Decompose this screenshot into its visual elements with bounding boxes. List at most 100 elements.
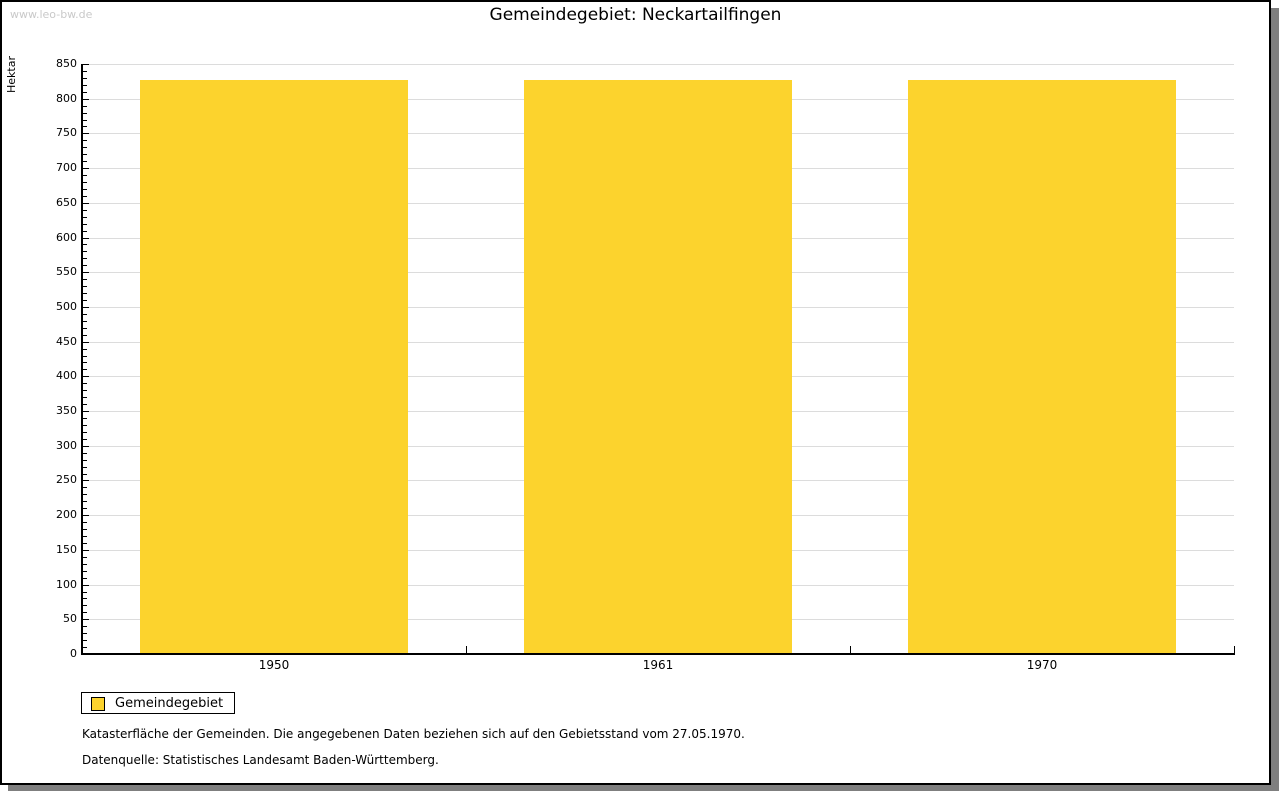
bar	[140, 80, 408, 654]
y-minor-tick	[83, 126, 87, 127]
y-minor-tick	[83, 598, 87, 599]
y-major-tick	[83, 480, 89, 481]
y-minor-tick	[83, 231, 87, 232]
y-major-tick	[83, 133, 89, 134]
y-gridline	[83, 64, 1234, 65]
y-minor-tick	[83, 300, 87, 301]
y-tick-label: 600	[56, 231, 77, 244]
y-tick-label: 750	[56, 126, 77, 139]
legend: Gemeindegebiet	[81, 692, 235, 714]
y-tick-label: 550	[56, 265, 77, 278]
footer-note-data-source: Datenquelle: Statistisches Landesamt Bad…	[82, 753, 439, 767]
x-tick-label: 1950	[258, 658, 290, 672]
x-boundary-tick	[1234, 646, 1235, 654]
y-minor-tick	[83, 647, 87, 648]
y-minor-tick	[83, 487, 87, 488]
y-minor-tick	[83, 564, 87, 565]
y-minor-tick	[83, 251, 87, 252]
y-minor-tick	[83, 293, 87, 294]
y-tick-label: 450	[56, 335, 77, 348]
y-minor-tick	[83, 113, 87, 114]
y-minor-tick	[83, 501, 87, 502]
y-tick-label: 700	[56, 161, 77, 174]
y-minor-tick	[83, 335, 87, 336]
y-major-tick	[83, 168, 89, 169]
y-minor-tick	[83, 592, 87, 593]
y-minor-tick	[83, 161, 87, 162]
y-minor-tick	[83, 189, 87, 190]
y-tick-label: 50	[63, 612, 77, 625]
y-tick-label: 200	[56, 508, 77, 521]
y-tick-label: 150	[56, 543, 77, 556]
y-major-tick	[83, 619, 89, 620]
x-tick-label: 1961	[642, 658, 674, 672]
y-minor-tick	[83, 356, 87, 357]
y-minor-tick	[83, 175, 87, 176]
x-axis-line	[81, 653, 1235, 655]
y-minor-tick	[83, 258, 87, 259]
y-minor-tick	[83, 85, 87, 86]
y-axis-title: Hektar	[5, 56, 18, 93]
y-minor-tick	[83, 210, 87, 211]
y-tick-label: 0	[70, 647, 77, 660]
y-minor-tick	[83, 522, 87, 523]
y-minor-tick	[83, 543, 87, 544]
y-minor-tick	[83, 217, 87, 218]
y-minor-tick	[83, 92, 87, 93]
y-minor-tick	[83, 369, 87, 370]
bar	[908, 80, 1176, 654]
y-minor-tick	[83, 362, 87, 363]
y-minor-tick	[83, 321, 87, 322]
y-tick-label: 300	[56, 439, 77, 452]
y-minor-tick	[83, 265, 87, 266]
y-major-tick	[83, 654, 89, 655]
y-minor-tick	[83, 626, 87, 627]
y-tick-label: 400	[56, 369, 77, 382]
y-major-tick	[83, 411, 89, 412]
y-minor-tick	[83, 578, 87, 579]
y-minor-tick	[83, 78, 87, 79]
y-major-tick	[83, 307, 89, 308]
y-minor-tick	[83, 529, 87, 530]
y-minor-tick	[83, 467, 87, 468]
y-minor-tick	[83, 224, 87, 225]
y-major-tick	[83, 585, 89, 586]
y-minor-tick	[83, 279, 87, 280]
y-minor-tick	[83, 71, 87, 72]
y-minor-tick	[83, 349, 87, 350]
legend-swatch-icon	[91, 697, 105, 711]
x-tick-label: 1970	[1026, 658, 1058, 672]
y-minor-tick	[83, 286, 87, 287]
y-major-tick	[83, 203, 89, 204]
y-major-tick	[83, 64, 89, 65]
y-minor-tick	[83, 453, 87, 454]
y-minor-tick	[83, 640, 87, 641]
y-major-tick	[83, 446, 89, 447]
y-minor-tick	[83, 147, 87, 148]
y-minor-tick	[83, 605, 87, 606]
site-watermark: www.leo-bw.de	[10, 8, 93, 21]
y-minor-tick	[83, 244, 87, 245]
y-minor-tick	[83, 120, 87, 121]
y-minor-tick	[83, 182, 87, 183]
y-minor-tick	[83, 494, 87, 495]
y-minor-tick	[83, 633, 87, 634]
y-minor-tick	[83, 404, 87, 405]
y-minor-tick	[83, 140, 87, 141]
y-major-tick	[83, 376, 89, 377]
y-axis-line	[81, 64, 83, 655]
y-major-tick	[83, 515, 89, 516]
legend-label: Gemeindegebiet	[115, 696, 224, 711]
y-major-tick	[83, 238, 89, 239]
y-tick-label: 800	[56, 92, 77, 105]
y-major-tick	[83, 272, 89, 273]
y-minor-tick	[83, 154, 87, 155]
y-major-tick	[83, 99, 89, 100]
bar	[524, 80, 792, 654]
y-minor-tick	[83, 106, 87, 107]
y-minor-tick	[83, 612, 87, 613]
y-minor-tick	[83, 418, 87, 419]
y-minor-tick	[83, 196, 87, 197]
y-minor-tick	[83, 314, 87, 315]
